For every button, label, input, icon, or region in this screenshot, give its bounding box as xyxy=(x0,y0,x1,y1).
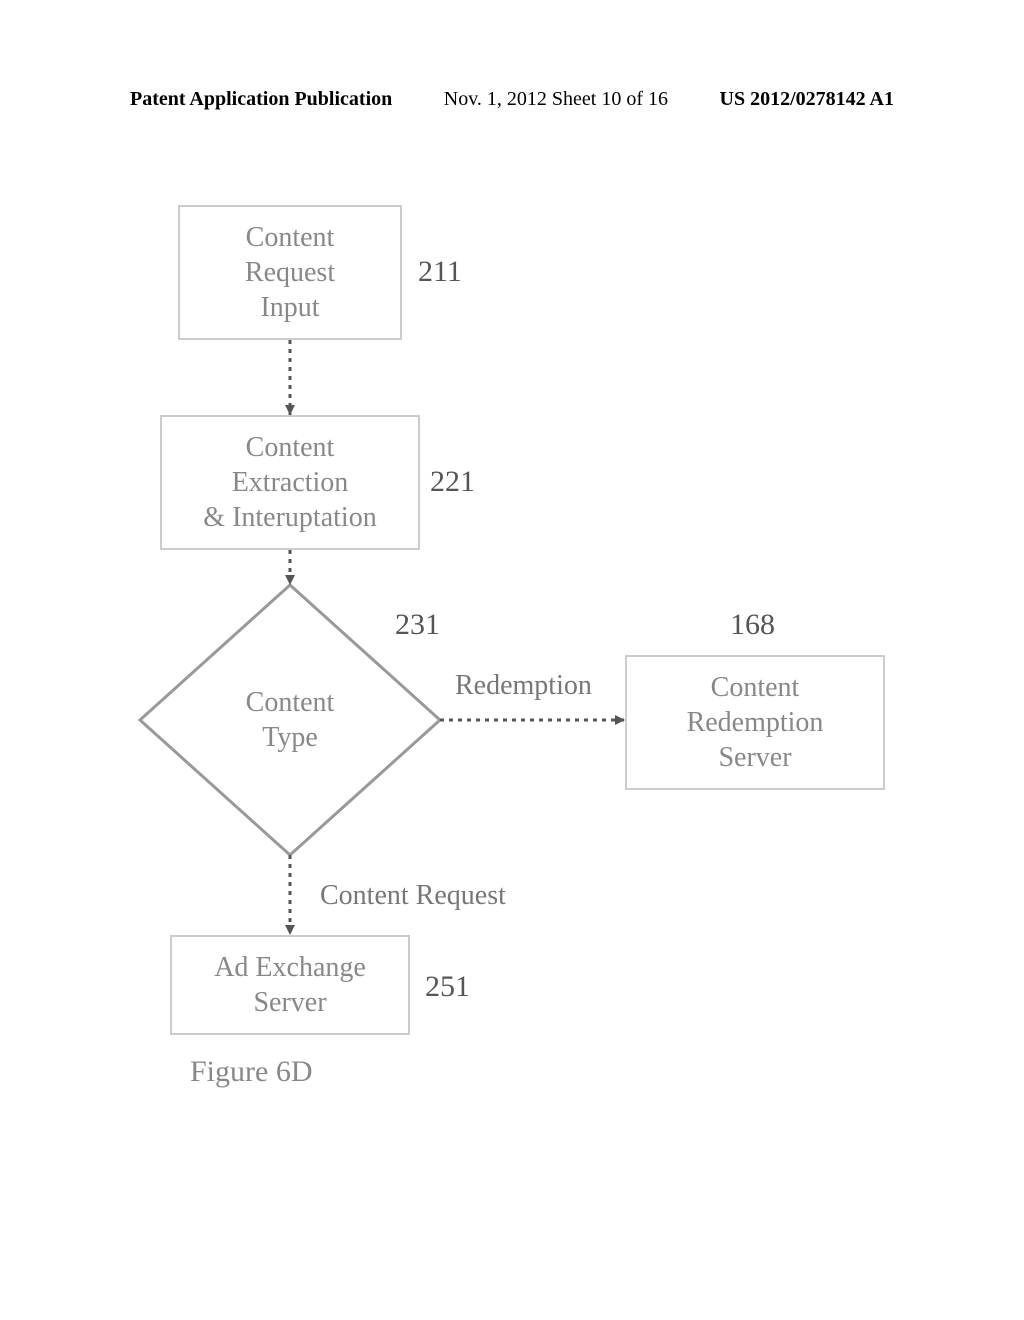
box-line: Request xyxy=(245,255,335,290)
box-line: Content xyxy=(246,687,335,718)
box-line: Redemption xyxy=(687,705,824,740)
ref-num-221: 221 xyxy=(430,465,475,499)
flowchart-diagram: Content Request Input 211 Content Extrac… xyxy=(0,0,1024,1320)
box-content-extraction: Content Extraction & Interuptation xyxy=(160,415,420,550)
box-line: Server xyxy=(253,985,326,1020)
box-line: Extraction xyxy=(232,465,349,500)
decision-label: Content Type xyxy=(210,685,370,755)
box-content-request-input: Content Request Input xyxy=(178,205,402,340)
ref-num-231: 231 xyxy=(395,608,440,642)
box-line: & Interuptation xyxy=(203,500,376,535)
box-line: Server xyxy=(718,740,791,775)
figure-caption: Figure 6D xyxy=(190,1055,313,1089)
box-line: Type xyxy=(262,722,318,753)
box-line: Input xyxy=(260,290,319,325)
box-line: Ad Exchange xyxy=(214,950,366,985)
page: Patent Application Publication Nov. 1, 2… xyxy=(0,0,1024,1320)
ref-num-251: 251 xyxy=(425,970,470,1004)
ref-num-211: 211 xyxy=(418,255,462,289)
box-ad-exchange-server: Ad Exchange Server xyxy=(170,935,410,1035)
edge-label-redemption: Redemption xyxy=(455,670,592,702)
ref-num-168: 168 xyxy=(730,608,775,642)
box-line: Content xyxy=(711,670,800,705)
box-line: Content xyxy=(246,430,335,465)
box-line: Content xyxy=(246,220,335,255)
box-content-redemption-server: Content Redemption Server xyxy=(625,655,885,790)
edge-label-content-request: Content Request xyxy=(320,880,506,912)
